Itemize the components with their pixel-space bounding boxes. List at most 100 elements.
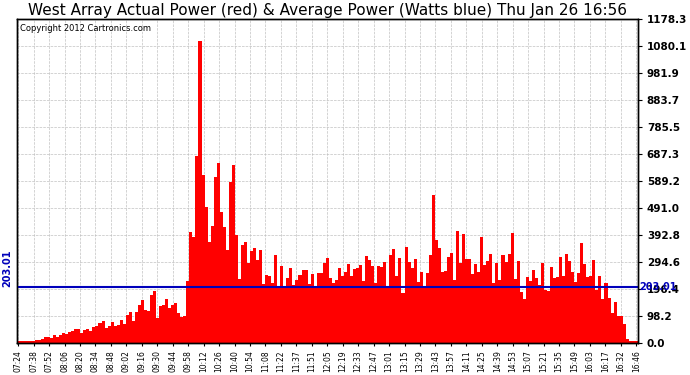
Bar [41, 339, 44, 343]
Bar [310, 274, 314, 343]
Bar [56, 337, 59, 343]
Bar [611, 313, 613, 343]
Bar [214, 177, 217, 343]
Bar [150, 294, 153, 343]
Bar [323, 263, 326, 343]
Bar [483, 265, 486, 343]
Bar [26, 341, 29, 343]
Bar [444, 272, 447, 343]
Bar [595, 290, 598, 343]
Bar [517, 261, 520, 343]
Bar [44, 338, 47, 343]
Bar [408, 262, 411, 343]
Bar [411, 268, 413, 343]
Bar [250, 251, 253, 343]
Text: Copyright 2012 Cartronics.com: Copyright 2012 Cartronics.com [20, 24, 151, 33]
Bar [277, 288, 280, 343]
Bar [471, 274, 474, 343]
Bar [35, 339, 38, 343]
Bar [238, 279, 241, 343]
Bar [580, 243, 583, 343]
Bar [459, 263, 462, 343]
Bar [632, 341, 635, 343]
Bar [347, 264, 350, 343]
Bar [147, 310, 150, 343]
Bar [177, 314, 180, 343]
Bar [162, 305, 165, 343]
Bar [553, 278, 556, 343]
Bar [420, 272, 423, 343]
Bar [341, 276, 344, 343]
Bar [544, 290, 547, 343]
Bar [247, 263, 250, 343]
Bar [123, 324, 126, 343]
Bar [253, 248, 256, 343]
Bar [175, 303, 177, 343]
Title: West Array Actual Power (red) & Average Power (Watts blue) Thu Jan 26 16:56: West Array Actual Power (red) & Average … [28, 3, 627, 18]
Bar [602, 299, 604, 343]
Bar [195, 156, 199, 343]
Bar [574, 282, 578, 343]
Bar [241, 245, 244, 343]
Bar [622, 324, 626, 343]
Bar [265, 276, 268, 343]
Bar [23, 341, 26, 343]
Bar [374, 283, 377, 343]
Bar [271, 283, 274, 343]
Bar [453, 280, 456, 343]
Bar [447, 256, 450, 343]
Bar [568, 261, 571, 343]
Bar [317, 273, 319, 343]
Bar [502, 255, 504, 343]
Bar [86, 329, 90, 343]
Bar [304, 270, 308, 343]
Bar [17, 341, 20, 343]
Bar [393, 249, 395, 343]
Bar [289, 268, 293, 343]
Bar [232, 165, 235, 343]
Bar [365, 256, 368, 343]
Bar [126, 315, 129, 343]
Bar [262, 284, 265, 343]
Bar [314, 286, 317, 343]
Bar [423, 287, 426, 343]
Bar [328, 278, 332, 343]
Bar [493, 283, 495, 343]
Bar [38, 340, 41, 343]
Bar [274, 255, 277, 343]
Bar [293, 285, 295, 343]
Bar [598, 276, 602, 343]
Bar [547, 291, 550, 343]
Bar [350, 276, 353, 343]
Bar [226, 250, 229, 343]
Bar [299, 274, 302, 343]
Bar [404, 247, 408, 343]
Bar [326, 258, 328, 343]
Bar [589, 276, 593, 343]
Bar [371, 266, 374, 343]
Bar [504, 262, 508, 343]
Bar [219, 212, 223, 343]
Bar [498, 280, 502, 343]
Bar [135, 312, 138, 343]
Bar [629, 340, 632, 343]
Bar [456, 231, 459, 343]
Bar [229, 182, 232, 343]
Bar [159, 306, 162, 343]
Bar [529, 281, 532, 343]
Bar [462, 234, 465, 343]
Bar [356, 268, 359, 343]
Bar [344, 272, 347, 343]
Bar [513, 279, 517, 343]
Bar [395, 276, 398, 343]
Bar [384, 262, 386, 343]
Bar [377, 266, 380, 343]
Bar [526, 277, 529, 343]
Bar [47, 337, 50, 343]
Bar [450, 253, 453, 343]
Bar [108, 326, 110, 343]
Bar [468, 259, 471, 343]
Bar [335, 280, 338, 343]
Bar [523, 299, 526, 343]
Bar [368, 260, 371, 343]
